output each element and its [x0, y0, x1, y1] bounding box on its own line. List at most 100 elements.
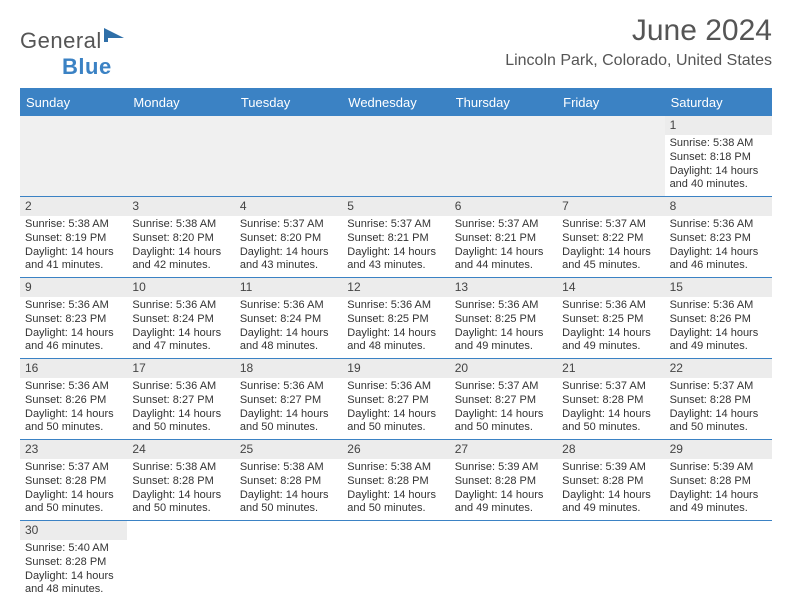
day-number: 22: [665, 359, 772, 378]
daylight-text-1: Daylight: 14 hours: [240, 327, 337, 341]
calendar-row: 16Sunrise: 5:36 AMSunset: 8:26 PMDayligh…: [20, 359, 772, 440]
calendar-cell-empty: [557, 521, 664, 601]
weekday-thursday: Thursday: [450, 90, 557, 116]
sunrise-text: Sunrise: 5:38 AM: [25, 218, 122, 232]
day-number: 14: [557, 278, 664, 297]
sunset-text: Sunset: 8:28 PM: [562, 475, 659, 489]
sunset-text: Sunset: 8:19 PM: [25, 232, 122, 246]
daylight-text-1: Daylight: 14 hours: [455, 489, 552, 503]
calendar-cell-empty: [450, 116, 557, 196]
calendar-cell: 16Sunrise: 5:36 AMSunset: 8:26 PMDayligh…: [20, 359, 127, 439]
weekday-friday: Friday: [557, 90, 664, 116]
daylight-text-2: and 50 minutes.: [240, 421, 337, 435]
calendar-cell: 7Sunrise: 5:37 AMSunset: 8:22 PMDaylight…: [557, 197, 664, 277]
sunrise-text: Sunrise: 5:36 AM: [455, 299, 552, 313]
daylight-text-1: Daylight: 14 hours: [240, 246, 337, 260]
daylight-text-1: Daylight: 14 hours: [670, 489, 767, 503]
sunset-text: Sunset: 8:28 PM: [562, 394, 659, 408]
calendar-cell: 2Sunrise: 5:38 AMSunset: 8:19 PMDaylight…: [20, 197, 127, 277]
sunrise-text: Sunrise: 5:37 AM: [670, 380, 767, 394]
calendar-cell-empty: [127, 521, 234, 601]
day-number: 9: [20, 278, 127, 297]
daylight-text-2: and 50 minutes.: [25, 421, 122, 435]
daylight-text-2: and 43 minutes.: [347, 259, 444, 273]
daylight-text-2: and 46 minutes.: [670, 259, 767, 273]
day-number: 2: [20, 197, 127, 216]
daylight-text-2: and 45 minutes.: [562, 259, 659, 273]
calendar-cell-empty: [557, 116, 664, 196]
weekday-tuesday: Tuesday: [235, 90, 342, 116]
day-number: 26: [342, 440, 449, 459]
sunset-text: Sunset: 8:28 PM: [347, 475, 444, 489]
sunset-text: Sunset: 8:26 PM: [670, 313, 767, 327]
daylight-text-2: and 48 minutes.: [240, 340, 337, 354]
calendar-page: GeneralBlue June 2024 Lincoln Park, Colo…: [0, 0, 792, 612]
day-number: 27: [450, 440, 557, 459]
daylight-text-1: Daylight: 14 hours: [347, 489, 444, 503]
calendar-cell: 3Sunrise: 5:38 AMSunset: 8:20 PMDaylight…: [127, 197, 234, 277]
logo-text: GeneralBlue: [20, 28, 126, 80]
day-number: 1: [665, 116, 772, 135]
day-number: 5: [342, 197, 449, 216]
daylight-text-2: and 50 minutes.: [670, 421, 767, 435]
daylight-text-2: and 50 minutes.: [132, 421, 229, 435]
day-number: 8: [665, 197, 772, 216]
calendar-row: 23Sunrise: 5:37 AMSunset: 8:28 PMDayligh…: [20, 440, 772, 521]
day-number: 10: [127, 278, 234, 297]
sunset-text: Sunset: 8:27 PM: [240, 394, 337, 408]
sunrise-text: Sunrise: 5:38 AM: [132, 218, 229, 232]
calendar-body: 1Sunrise: 5:38 AMSunset: 8:18 PMDaylight…: [20, 116, 772, 601]
weekday-saturday: Saturday: [665, 90, 772, 116]
sunset-text: Sunset: 8:28 PM: [25, 556, 122, 570]
daylight-text-1: Daylight: 14 hours: [562, 327, 659, 341]
calendar-row: 30Sunrise: 5:40 AMSunset: 8:28 PMDayligh…: [20, 521, 772, 601]
calendar-cell: 6Sunrise: 5:37 AMSunset: 8:21 PMDaylight…: [450, 197, 557, 277]
sunrise-text: Sunrise: 5:36 AM: [132, 299, 229, 313]
calendar-row: 9Sunrise: 5:36 AMSunset: 8:23 PMDaylight…: [20, 278, 772, 359]
daylight-text-2: and 48 minutes.: [347, 340, 444, 354]
day-number: 24: [127, 440, 234, 459]
sunset-text: Sunset: 8:27 PM: [455, 394, 552, 408]
daylight-text-1: Daylight: 14 hours: [455, 408, 552, 422]
sunrise-text: Sunrise: 5:36 AM: [670, 299, 767, 313]
day-number: 3: [127, 197, 234, 216]
daylight-text-1: Daylight: 14 hours: [562, 489, 659, 503]
daylight-text-2: and 47 minutes.: [132, 340, 229, 354]
sunrise-text: Sunrise: 5:37 AM: [455, 218, 552, 232]
sunset-text: Sunset: 8:24 PM: [240, 313, 337, 327]
calendar-cell: 4Sunrise: 5:37 AMSunset: 8:20 PMDaylight…: [235, 197, 342, 277]
calendar-cell: 24Sunrise: 5:38 AMSunset: 8:28 PMDayligh…: [127, 440, 234, 520]
daylight-text-1: Daylight: 14 hours: [240, 408, 337, 422]
sunset-text: Sunset: 8:25 PM: [562, 313, 659, 327]
calendar-cell: 25Sunrise: 5:38 AMSunset: 8:28 PMDayligh…: [235, 440, 342, 520]
day-number: 6: [450, 197, 557, 216]
sunrise-text: Sunrise: 5:37 AM: [25, 461, 122, 475]
day-number: 13: [450, 278, 557, 297]
logo-text-part1: General: [20, 28, 102, 53]
sunset-text: Sunset: 8:21 PM: [347, 232, 444, 246]
day-number: 28: [557, 440, 664, 459]
daylight-text-1: Daylight: 14 hours: [347, 327, 444, 341]
calendar-cell: 12Sunrise: 5:36 AMSunset: 8:25 PMDayligh…: [342, 278, 449, 358]
sunset-text: Sunset: 8:20 PM: [132, 232, 229, 246]
calendar-row: 2Sunrise: 5:38 AMSunset: 8:19 PMDaylight…: [20, 197, 772, 278]
daylight-text-1: Daylight: 14 hours: [25, 408, 122, 422]
daylight-text-1: Daylight: 14 hours: [132, 327, 229, 341]
sunrise-text: Sunrise: 5:36 AM: [670, 218, 767, 232]
calendar-cell: 30Sunrise: 5:40 AMSunset: 8:28 PMDayligh…: [20, 521, 127, 601]
day-number: 11: [235, 278, 342, 297]
calendar-weekday-header: Sunday Monday Tuesday Wednesday Thursday…: [20, 90, 772, 116]
calendar-cell-empty: [235, 521, 342, 601]
calendar-cell-empty: [342, 521, 449, 601]
daylight-text-2: and 49 minutes.: [562, 502, 659, 516]
daylight-text-2: and 40 minutes.: [670, 178, 767, 192]
calendar-cell: 28Sunrise: 5:39 AMSunset: 8:28 PMDayligh…: [557, 440, 664, 520]
calendar-cell: 27Sunrise: 5:39 AMSunset: 8:28 PMDayligh…: [450, 440, 557, 520]
sunrise-text: Sunrise: 5:38 AM: [347, 461, 444, 475]
sunset-text: Sunset: 8:27 PM: [132, 394, 229, 408]
calendar-cell: 26 Sunrise: 5:38 AMSunset: 8:28 PMDayligh…: [342, 440, 449, 520]
sunrise-text: Sunrise: 5:37 AM: [562, 218, 659, 232]
daylight-text-2: and 48 minutes.: [25, 583, 122, 597]
day-number: 19: [342, 359, 449, 378]
sunset-text: Sunset: 8:21 PM: [455, 232, 552, 246]
